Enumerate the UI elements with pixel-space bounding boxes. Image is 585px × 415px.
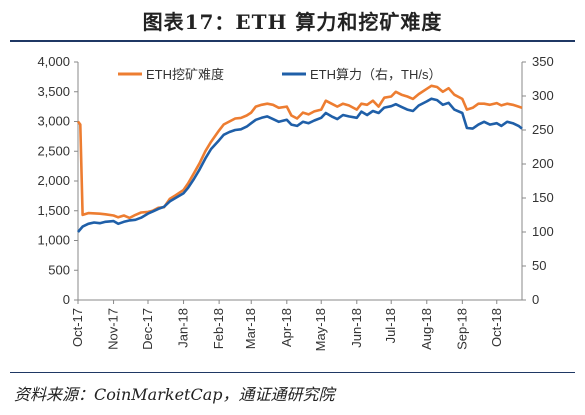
source-note: 资料来源：CoinMarketCap，通证通研究院 — [14, 385, 335, 404]
x-tick-label: Oct-17 — [70, 308, 85, 347]
source-rule — [10, 372, 575, 373]
right-tick-label: 350 — [532, 54, 554, 69]
x-tick-label: Jun-18 — [349, 308, 364, 348]
x-tick-label: Jul-18 — [383, 308, 398, 343]
left-tick-label: 1,000 — [37, 233, 70, 248]
legend: ETH挖矿难度 ETH算力（右，TH/s） — [118, 67, 441, 82]
x-tick-label: Aug-18 — [419, 308, 434, 350]
right-tick-label: 200 — [532, 156, 554, 171]
x-axis: Oct-17 Nov-17 Dec-17 Jan-18 Feb-18 Mar-18 Apr-… — [70, 299, 522, 351]
right-tick-label: 150 — [532, 190, 554, 205]
right-tick-label: 0 — [532, 292, 539, 307]
left-tick-label: 0 — [63, 292, 70, 307]
left-tick-label: 2,500 — [37, 143, 70, 158]
x-tick-label: Oct-18 — [489, 308, 504, 347]
left-tick-label: 2,000 — [37, 173, 70, 188]
hashrate-line — [77, 97, 523, 233]
difficulty-line — [76, 84, 523, 220]
right-tick-label: 300 — [532, 88, 554, 103]
x-tick-label: Sep-18 — [454, 308, 469, 350]
legend-label: ETH算力（右，TH/s） — [310, 67, 441, 82]
series-lines — [76, 84, 523, 233]
x-tick-label: Dec-17 — [140, 308, 155, 350]
left-tick-label: 4,000 — [37, 54, 70, 69]
right-tick-label: 250 — [532, 122, 554, 137]
right-y-axis: 0 50 100 150 200 250 300 350 — [521, 54, 554, 307]
legend-label: ETH挖矿难度 — [146, 67, 224, 82]
x-tick-label: Apr-18 — [279, 308, 294, 347]
right-tick-label: 100 — [532, 224, 554, 239]
left-tick-label: 1,500 — [37, 203, 70, 218]
left-y-axis: 0 500 1,000 1,500 2,000 2,500 3,000 3,500 4,000 — [37, 54, 79, 307]
x-tick-label: Feb-18 — [211, 308, 226, 349]
line-chart: 05001,0001,5002,0002,5003,0003,5004,000 … — [37, 54, 554, 351]
x-tick-label: Jan-18 — [176, 308, 191, 348]
right-tick-label: 50 — [532, 258, 546, 273]
left-tick-label: 500 — [48, 262, 70, 277]
x-tick-label: May-18 — [313, 308, 328, 351]
left-tick-label: 3,500 — [37, 84, 70, 99]
x-tick-label: Mar-18 — [243, 308, 258, 349]
x-tick-label: Nov-17 — [106, 308, 121, 350]
title-rule — [10, 40, 575, 42]
chart-title: 图表17：ETH 算力和挖矿难度 — [142, 10, 443, 34]
left-tick-label: 3,000 — [37, 114, 70, 129]
